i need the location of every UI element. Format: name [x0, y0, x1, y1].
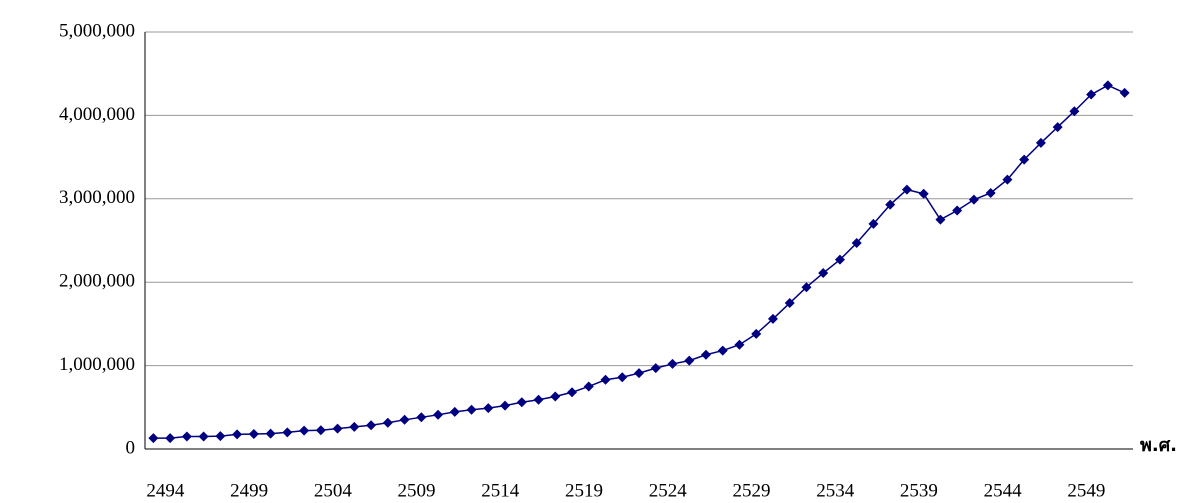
data-point: [466, 404, 477, 415]
data-point: [985, 187, 996, 198]
x-tick-label: 2519: [565, 480, 603, 501]
x-tick-label: 2524: [649, 480, 688, 501]
data-point: [1019, 154, 1030, 165]
x-tick-label: 2534: [816, 480, 855, 501]
data-point: [567, 387, 578, 398]
data-point: [617, 372, 628, 383]
data-point: [667, 358, 678, 369]
data-point: [516, 397, 527, 408]
data-point: [801, 282, 812, 293]
x-tick-label: 2494: [146, 480, 185, 501]
data-point: [1002, 174, 1013, 185]
data-point: [366, 420, 377, 431]
data-point: [834, 254, 845, 265]
data-point: [232, 429, 243, 440]
x-axis-label: พ.ศ.: [1140, 435, 1177, 456]
data-point: [818, 268, 829, 279]
data-point: [734, 339, 745, 350]
y-tick-label: 3,000,000: [59, 187, 135, 208]
y-tick-label: 5,000,000: [59, 20, 135, 41]
data-point: [952, 205, 963, 216]
data-point: [1086, 89, 1097, 100]
x-tick-label: 2529: [732, 480, 770, 501]
data-point: [935, 214, 946, 225]
data-point: [583, 381, 594, 392]
data-point: [918, 188, 929, 199]
data-point: [265, 428, 276, 439]
data-point: [851, 238, 862, 249]
data-line: [153, 84, 1125, 439]
data-point: [1035, 137, 1046, 148]
x-tick-label: 2509: [398, 480, 436, 501]
data-point: [634, 368, 644, 379]
data-point: [500, 400, 511, 411]
data-point: [767, 313, 778, 324]
data-point: [600, 374, 611, 385]
data-point: [399, 414, 410, 425]
data-point: [968, 194, 979, 205]
data-point: [550, 391, 561, 402]
data-point: [349, 421, 360, 432]
data-point: [650, 363, 661, 374]
data-point: [1119, 87, 1130, 98]
data-point: [332, 423, 343, 434]
x-tick-label: 2514: [481, 480, 520, 501]
data-point: [885, 199, 896, 210]
data-point: [198, 431, 209, 442]
data-point: [1102, 80, 1113, 91]
x-tick-label: 2549: [1067, 480, 1105, 501]
y-tick-label: 4,000,000: [59, 104, 135, 125]
x-tick-label: 2539: [900, 480, 938, 501]
y-tick-label: 2,000,000: [59, 271, 135, 292]
x-tick-label: 2499: [230, 480, 268, 501]
data-point: [1052, 122, 1063, 133]
x-tick-label: 2504: [314, 480, 353, 501]
x-tick-label: 2544: [984, 480, 1023, 501]
data-point: [700, 349, 711, 360]
data-point: [382, 417, 393, 428]
data-point: [315, 425, 326, 436]
data-point: [416, 412, 427, 423]
data-point: [148, 433, 159, 444]
data-point: [751, 328, 762, 339]
data-point: [1069, 106, 1080, 117]
data-point: [717, 345, 728, 356]
data-point: [901, 184, 912, 195]
data-point: [248, 428, 259, 439]
y-tick-label: 1,000,000: [59, 354, 135, 375]
data-point: [449, 406, 460, 417]
y-tick-label: 0: [126, 437, 136, 458]
data-point: [533, 394, 544, 405]
data-point: [215, 431, 226, 442]
data-point: [868, 218, 879, 229]
data-point: [684, 355, 695, 366]
data-point: [784, 298, 795, 309]
data-point: [483, 403, 494, 414]
data-point: [299, 425, 310, 436]
data-point: [282, 427, 293, 438]
data-point: [181, 431, 192, 442]
data-point: [433, 409, 444, 420]
data-point: [165, 433, 176, 444]
